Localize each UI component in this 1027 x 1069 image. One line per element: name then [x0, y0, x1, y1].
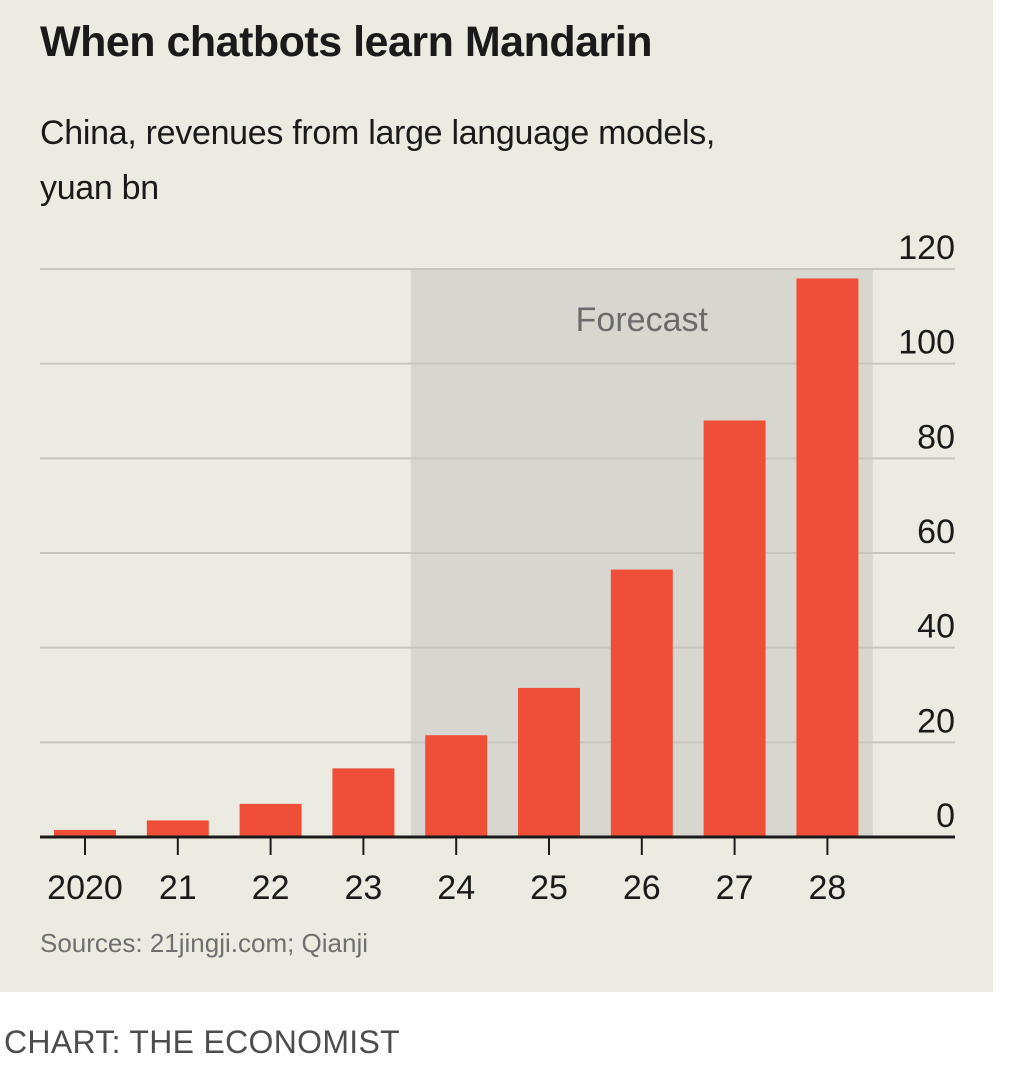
bar: [610, 569, 673, 837]
bar: [703, 420, 766, 837]
bar: [239, 803, 302, 837]
y-tick-label: 80: [917, 418, 955, 456]
bar: [54, 829, 116, 837]
x-tick-label: 2020: [47, 869, 123, 907]
chart-subtitle: China, revenues from large language mode…: [40, 114, 716, 207]
source-note: Sources: 21jingji.com; Qianji: [40, 928, 369, 958]
x-tick-label: 23: [344, 869, 382, 907]
bar: [146, 820, 209, 837]
chart-title: When chatbots learn Mandarin: [40, 18, 652, 66]
bar: [796, 278, 859, 837]
x-tick-label: 24: [437, 869, 475, 907]
x-tick-label: 25: [530, 869, 568, 907]
x-tick-label: 28: [808, 869, 846, 907]
bar: [332, 768, 395, 837]
y-tick-label: 0: [936, 797, 955, 835]
y-tick-label: 20: [917, 702, 955, 740]
x-tick-label: 26: [623, 869, 661, 907]
bar: [425, 735, 488, 837]
x-tick-label: 27: [716, 869, 754, 907]
x-tick-label: 21: [159, 869, 197, 907]
y-tick-label: 120: [898, 229, 955, 267]
bar: [518, 687, 580, 837]
forecast-label: Forecast: [576, 301, 709, 339]
y-tick-label: 60: [917, 513, 955, 551]
y-tick-label: 40: [917, 608, 955, 646]
y-tick-label: 100: [898, 324, 955, 362]
chart-credit: CHART: THE ECONOMIST: [4, 1024, 400, 1060]
x-tick-label: 22: [252, 869, 290, 907]
